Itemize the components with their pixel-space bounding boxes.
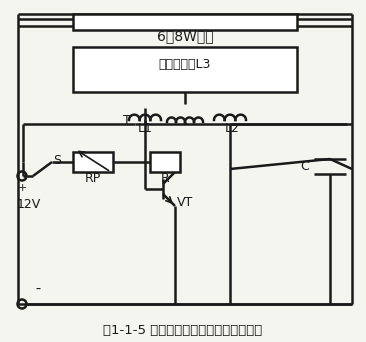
- Text: S: S: [53, 154, 61, 167]
- Text: 12V: 12V: [17, 197, 41, 210]
- Bar: [73, 152, 113, 172]
- Text: VT: VT: [177, 196, 193, 209]
- Text: L2: L2: [225, 121, 239, 134]
- Text: +: +: [17, 183, 27, 193]
- Text: 高频变压器L3: 高频变压器L3: [159, 58, 211, 71]
- Text: ¯: ¯: [34, 289, 41, 303]
- Text: R: R: [161, 172, 169, 185]
- Text: RP: RP: [85, 172, 101, 185]
- Text: T: T: [123, 114, 131, 127]
- Bar: [73, 47, 297, 92]
- Text: C: C: [300, 160, 309, 173]
- Bar: [73, 14, 297, 30]
- Text: 图1-1-5 荧光灯使用直流电源的电气线路: 图1-1-5 荧光灯使用直流电源的电气线路: [103, 324, 263, 337]
- Text: L1: L1: [138, 121, 152, 134]
- Bar: [150, 152, 180, 172]
- Text: 6～8W灯管: 6～8W灯管: [157, 29, 213, 43]
